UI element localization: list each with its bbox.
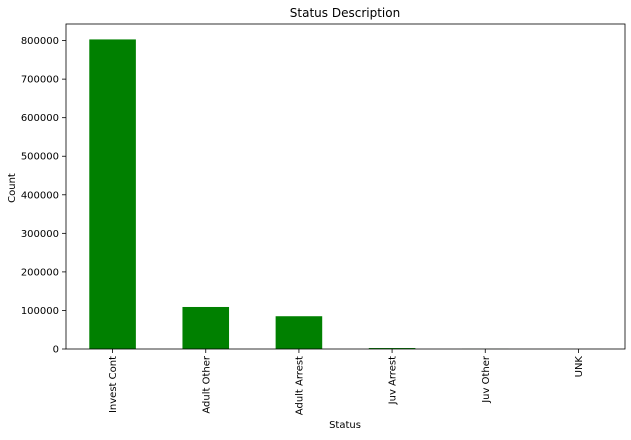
y-tick-label: 800000 — [21, 36, 59, 47]
y-tick-label: 300000 — [21, 229, 59, 240]
y-tick-label: 600000 — [21, 113, 59, 124]
x-tick-label: Juv Arrest — [388, 356, 399, 405]
y-tick-label: 0 — [53, 345, 59, 356]
x-tick-label: UNK — [574, 356, 585, 378]
x-tick-label: Adult Other — [201, 355, 212, 414]
bar — [89, 39, 136, 349]
chart-title: Status Description — [290, 6, 400, 20]
plot-frame — [66, 24, 625, 349]
bar — [182, 307, 229, 349]
y-axis-label: Count — [7, 173, 18, 203]
x-axis-label: Status — [329, 420, 361, 431]
y-tick-label: 400000 — [21, 190, 59, 201]
x-tick-label: Invest Cont — [108, 356, 119, 413]
bar — [276, 316, 323, 349]
y-tick-label: 700000 — [21, 75, 59, 86]
y-tick-label: 200000 — [21, 267, 59, 278]
x-tick-label: Adult Arrest — [294, 356, 305, 415]
y-tick-label: 100000 — [21, 306, 59, 317]
y-tick-label: 500000 — [21, 152, 59, 163]
x-tick-label: Juv Other — [481, 355, 492, 404]
plot-area: 0 100000 200000 300000 400000 500000 600000 700… — [21, 24, 625, 415]
